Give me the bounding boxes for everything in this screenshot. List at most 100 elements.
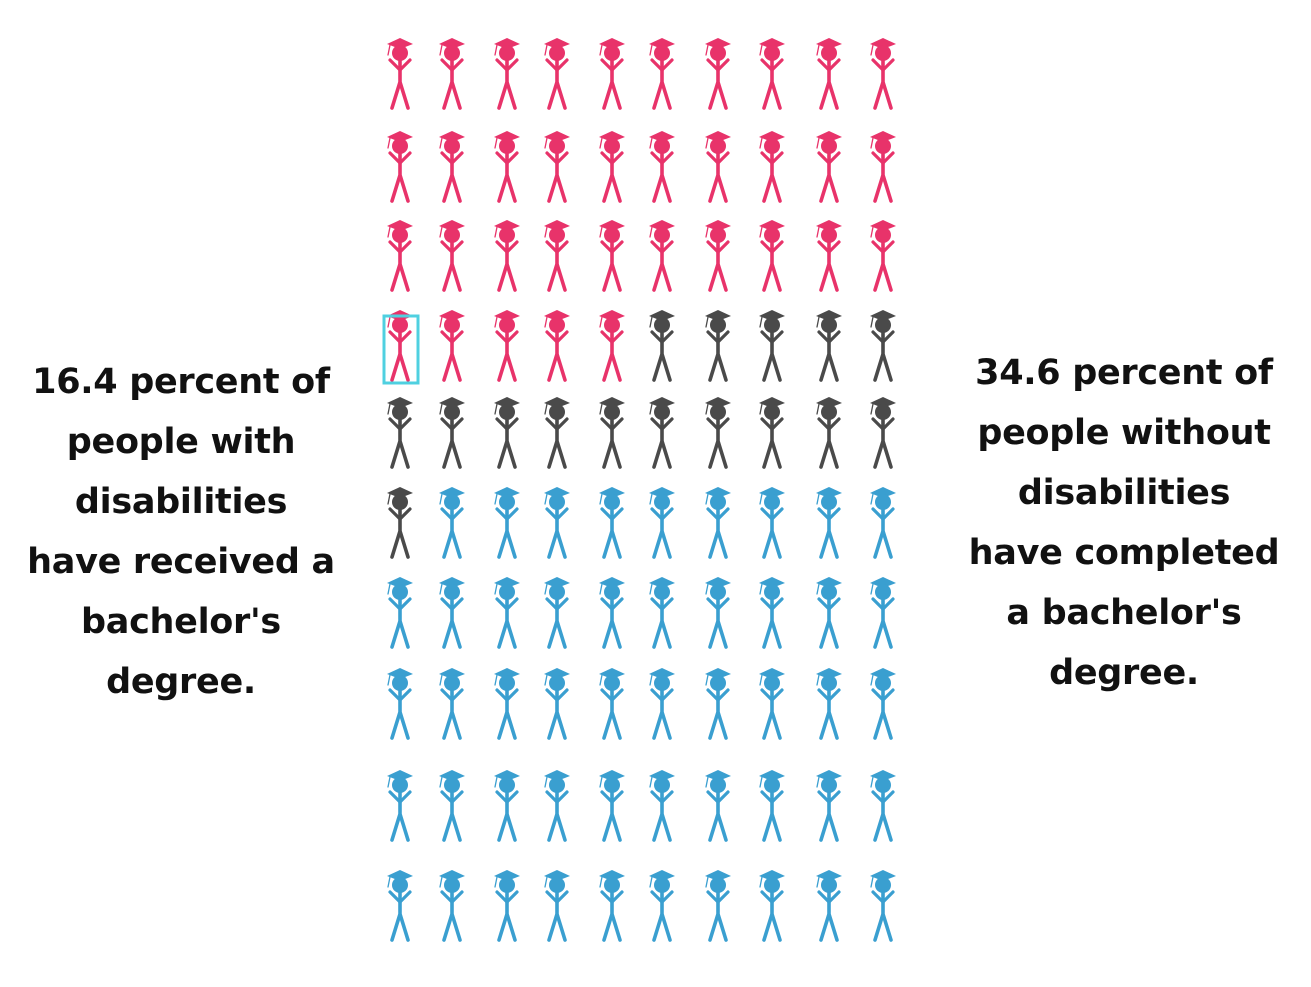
graduate-person-icon [870,397,896,469]
graduate-person-icon [387,38,413,110]
graduate-person-icon [816,131,842,203]
graduate-person-icon [439,38,465,110]
graduate-person-icon [599,770,625,842]
graduate-person-icon [705,38,731,110]
graduate-person-icon [494,220,520,292]
graduate-person-icon [649,668,675,740]
graduate-person-icon [816,397,842,469]
graduate-person-icon [705,870,731,942]
graduate-person-icon [544,310,570,382]
graduate-person-icon [649,131,675,203]
graduate-person-icon [387,397,413,469]
graduate-person-icon [816,220,842,292]
graduate-person-icon [649,770,675,842]
graduate-person-icon [439,131,465,203]
graduate-person-icon [759,487,785,559]
graduate-person-icon [649,397,675,469]
graduate-person-icon [705,577,731,649]
highlight-box [382,314,420,385]
graduate-person-icon [816,310,842,382]
graduate-person-icon [599,220,625,292]
graduate-person-icon [599,487,625,559]
graduate-person-icon [649,38,675,110]
graduate-person-icon [649,487,675,559]
graduate-person-icon [870,870,896,942]
graduate-person-icon [387,577,413,649]
graduate-person-icon [494,397,520,469]
graduate-person-icon [759,668,785,740]
graduate-person-icon [705,397,731,469]
graduate-person-icon [439,487,465,559]
graduate-person-icon [494,577,520,649]
graduate-person-icon [599,397,625,469]
graduate-person-icon [649,870,675,942]
graduate-person-icon [387,131,413,203]
graduate-person-icon [870,487,896,559]
graduate-person-icon [544,397,570,469]
graduate-person-icon [759,870,785,942]
graduate-person-icon [705,220,731,292]
graduate-person-icon [439,397,465,469]
graduate-person-icon [544,220,570,292]
graduate-person-icon [816,770,842,842]
disabilities-statistic-text: 16.4 percent of people with disabilities… [27,362,335,702]
graduate-person-icon [759,577,785,649]
graduate-person-icon [494,770,520,842]
graduate-person-icon [759,220,785,292]
graduate-person-icon [387,487,413,559]
graduate-person-icon [544,770,570,842]
graduate-person-icon [870,770,896,842]
graduate-person-icon [870,668,896,740]
graduate-person-icon [759,310,785,382]
graduate-person-icon [599,131,625,203]
graduate-person-icon [870,577,896,649]
graduate-person-icon [816,487,842,559]
graduate-person-icon [649,220,675,292]
graduate-person-icon [439,220,465,292]
graduate-person-icon [544,668,570,740]
graduate-person-icon [705,310,731,382]
graduate-person-icon [494,131,520,203]
graduate-person-icon [544,870,570,942]
graduate-person-icon [599,668,625,740]
graduate-person-icon [705,668,731,740]
graduate-person-icon [494,487,520,559]
graduate-person-icon [649,310,675,382]
graduate-person-icon [494,38,520,110]
graduate-person-icon [494,870,520,942]
graduate-person-icon [649,577,675,649]
graduate-person-icon [439,770,465,842]
graduate-person-icon [387,770,413,842]
graduate-person-icon [816,668,842,740]
graduate-person-icon [759,38,785,110]
graduate-person-icon [816,38,842,110]
graduate-person-icon [387,220,413,292]
graduate-person-icon [816,870,842,942]
graduate-person-icon [870,131,896,203]
graduate-person-icon [544,487,570,559]
graduate-person-icon [870,310,896,382]
graduate-person-icon [544,577,570,649]
graduate-person-icon [705,487,731,559]
graduate-person-icon [544,38,570,110]
no-disabilities-statistic-text: 34.6 percent of people without disabilit… [968,353,1280,693]
graduate-person-icon [387,870,413,942]
graduate-person-icon [494,668,520,740]
graduate-person-icon [759,770,785,842]
graduate-person-icon [599,577,625,649]
graduate-person-icon [705,770,731,842]
graduate-person-icon [759,131,785,203]
graduate-person-icon [870,38,896,110]
graduate-person-icon [387,310,413,382]
graduate-person-icon [599,38,625,110]
graduate-person-icon [870,220,896,292]
graduate-person-icon [439,577,465,649]
graduate-person-icon [599,310,625,382]
graduate-person-icon [759,397,785,469]
graduate-person-icon [494,310,520,382]
graduate-person-icon [439,310,465,382]
graduate-person-icon [816,577,842,649]
graduate-person-icon [439,668,465,740]
graduate-person-icon [439,870,465,942]
